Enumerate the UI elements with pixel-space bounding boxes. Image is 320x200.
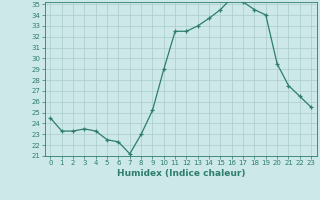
- X-axis label: Humidex (Indice chaleur): Humidex (Indice chaleur): [116, 169, 245, 178]
